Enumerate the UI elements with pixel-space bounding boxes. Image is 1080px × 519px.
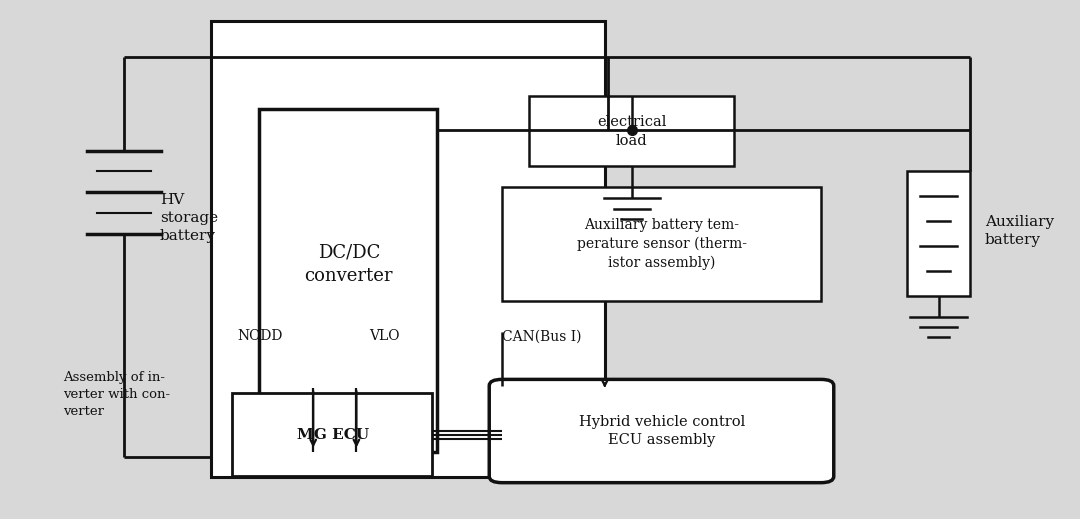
Text: Assembly of in-
verter with con-
verter: Assembly of in- verter with con- verter bbox=[63, 371, 170, 418]
Bar bbox=[502, 187, 821, 301]
Text: electrical
load: electrical load bbox=[597, 115, 666, 147]
Text: DC/DC
converter: DC/DC converter bbox=[305, 244, 393, 285]
Text: CAN(Bus I): CAN(Bus I) bbox=[502, 330, 582, 343]
Text: HV
storage
battery: HV storage battery bbox=[160, 193, 218, 243]
Bar bbox=[529, 96, 734, 166]
Text: VLO: VLO bbox=[369, 330, 400, 343]
Bar bbox=[232, 393, 432, 476]
Text: Auxiliary battery tem-
perature sensor (therm-
istor assembly): Auxiliary battery tem- perature sensor (… bbox=[577, 218, 747, 270]
Text: Hybrid vehicle control
ECU assembly: Hybrid vehicle control ECU assembly bbox=[579, 415, 745, 447]
Text: NODD: NODD bbox=[238, 330, 283, 343]
Bar bbox=[259, 109, 437, 452]
Text: Auxiliary
battery: Auxiliary battery bbox=[985, 215, 1054, 247]
FancyBboxPatch shape bbox=[489, 379, 834, 483]
Bar bbox=[211, 21, 605, 477]
Bar bbox=[907, 171, 970, 296]
Text: MG ECU: MG ECU bbox=[297, 428, 368, 442]
